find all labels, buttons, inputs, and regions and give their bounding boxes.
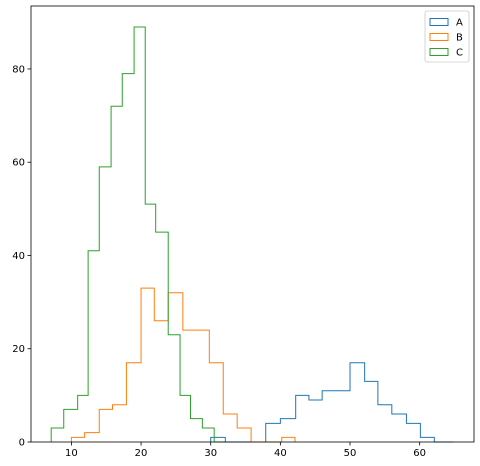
y-axis: 0 20 40 60 80: [12, 64, 31, 449]
legend-label-C: C: [456, 48, 463, 59]
series-C-step-line: [50, 26, 226, 443]
x-tick-label: 60: [413, 448, 426, 459]
legend-swatch-C: [429, 48, 449, 56]
plot-frame: [30, 5, 475, 443]
x-tick-label: 20: [135, 448, 148, 459]
x-tick-label: 30: [204, 448, 217, 459]
legend-label-B: B: [456, 33, 463, 44]
series-B-step-line: [70, 287, 296, 443]
legend-swatch-B: [429, 33, 449, 41]
y-tick-label: 20: [12, 344, 25, 355]
x-tick-label: 40: [274, 448, 287, 459]
x-tick-label: 10: [65, 448, 78, 459]
series-layer: [50, 26, 454, 443]
legend-swatch-A: [429, 18, 449, 26]
x-tick-label: 50: [344, 448, 357, 459]
series-A-step-line: [210, 362, 454, 443]
legend-label-A: A: [456, 18, 463, 29]
legend-box: [424, 10, 470, 63]
y-tick-label: 40: [12, 251, 25, 262]
y-tick-label: 60: [12, 158, 25, 169]
y-tick-label: 0: [19, 438, 25, 449]
y-tick-label: 80: [12, 64, 25, 75]
x-axis: 10 20 30 40 50 60: [65, 442, 426, 459]
legend: ABC: [424, 10, 470, 63]
